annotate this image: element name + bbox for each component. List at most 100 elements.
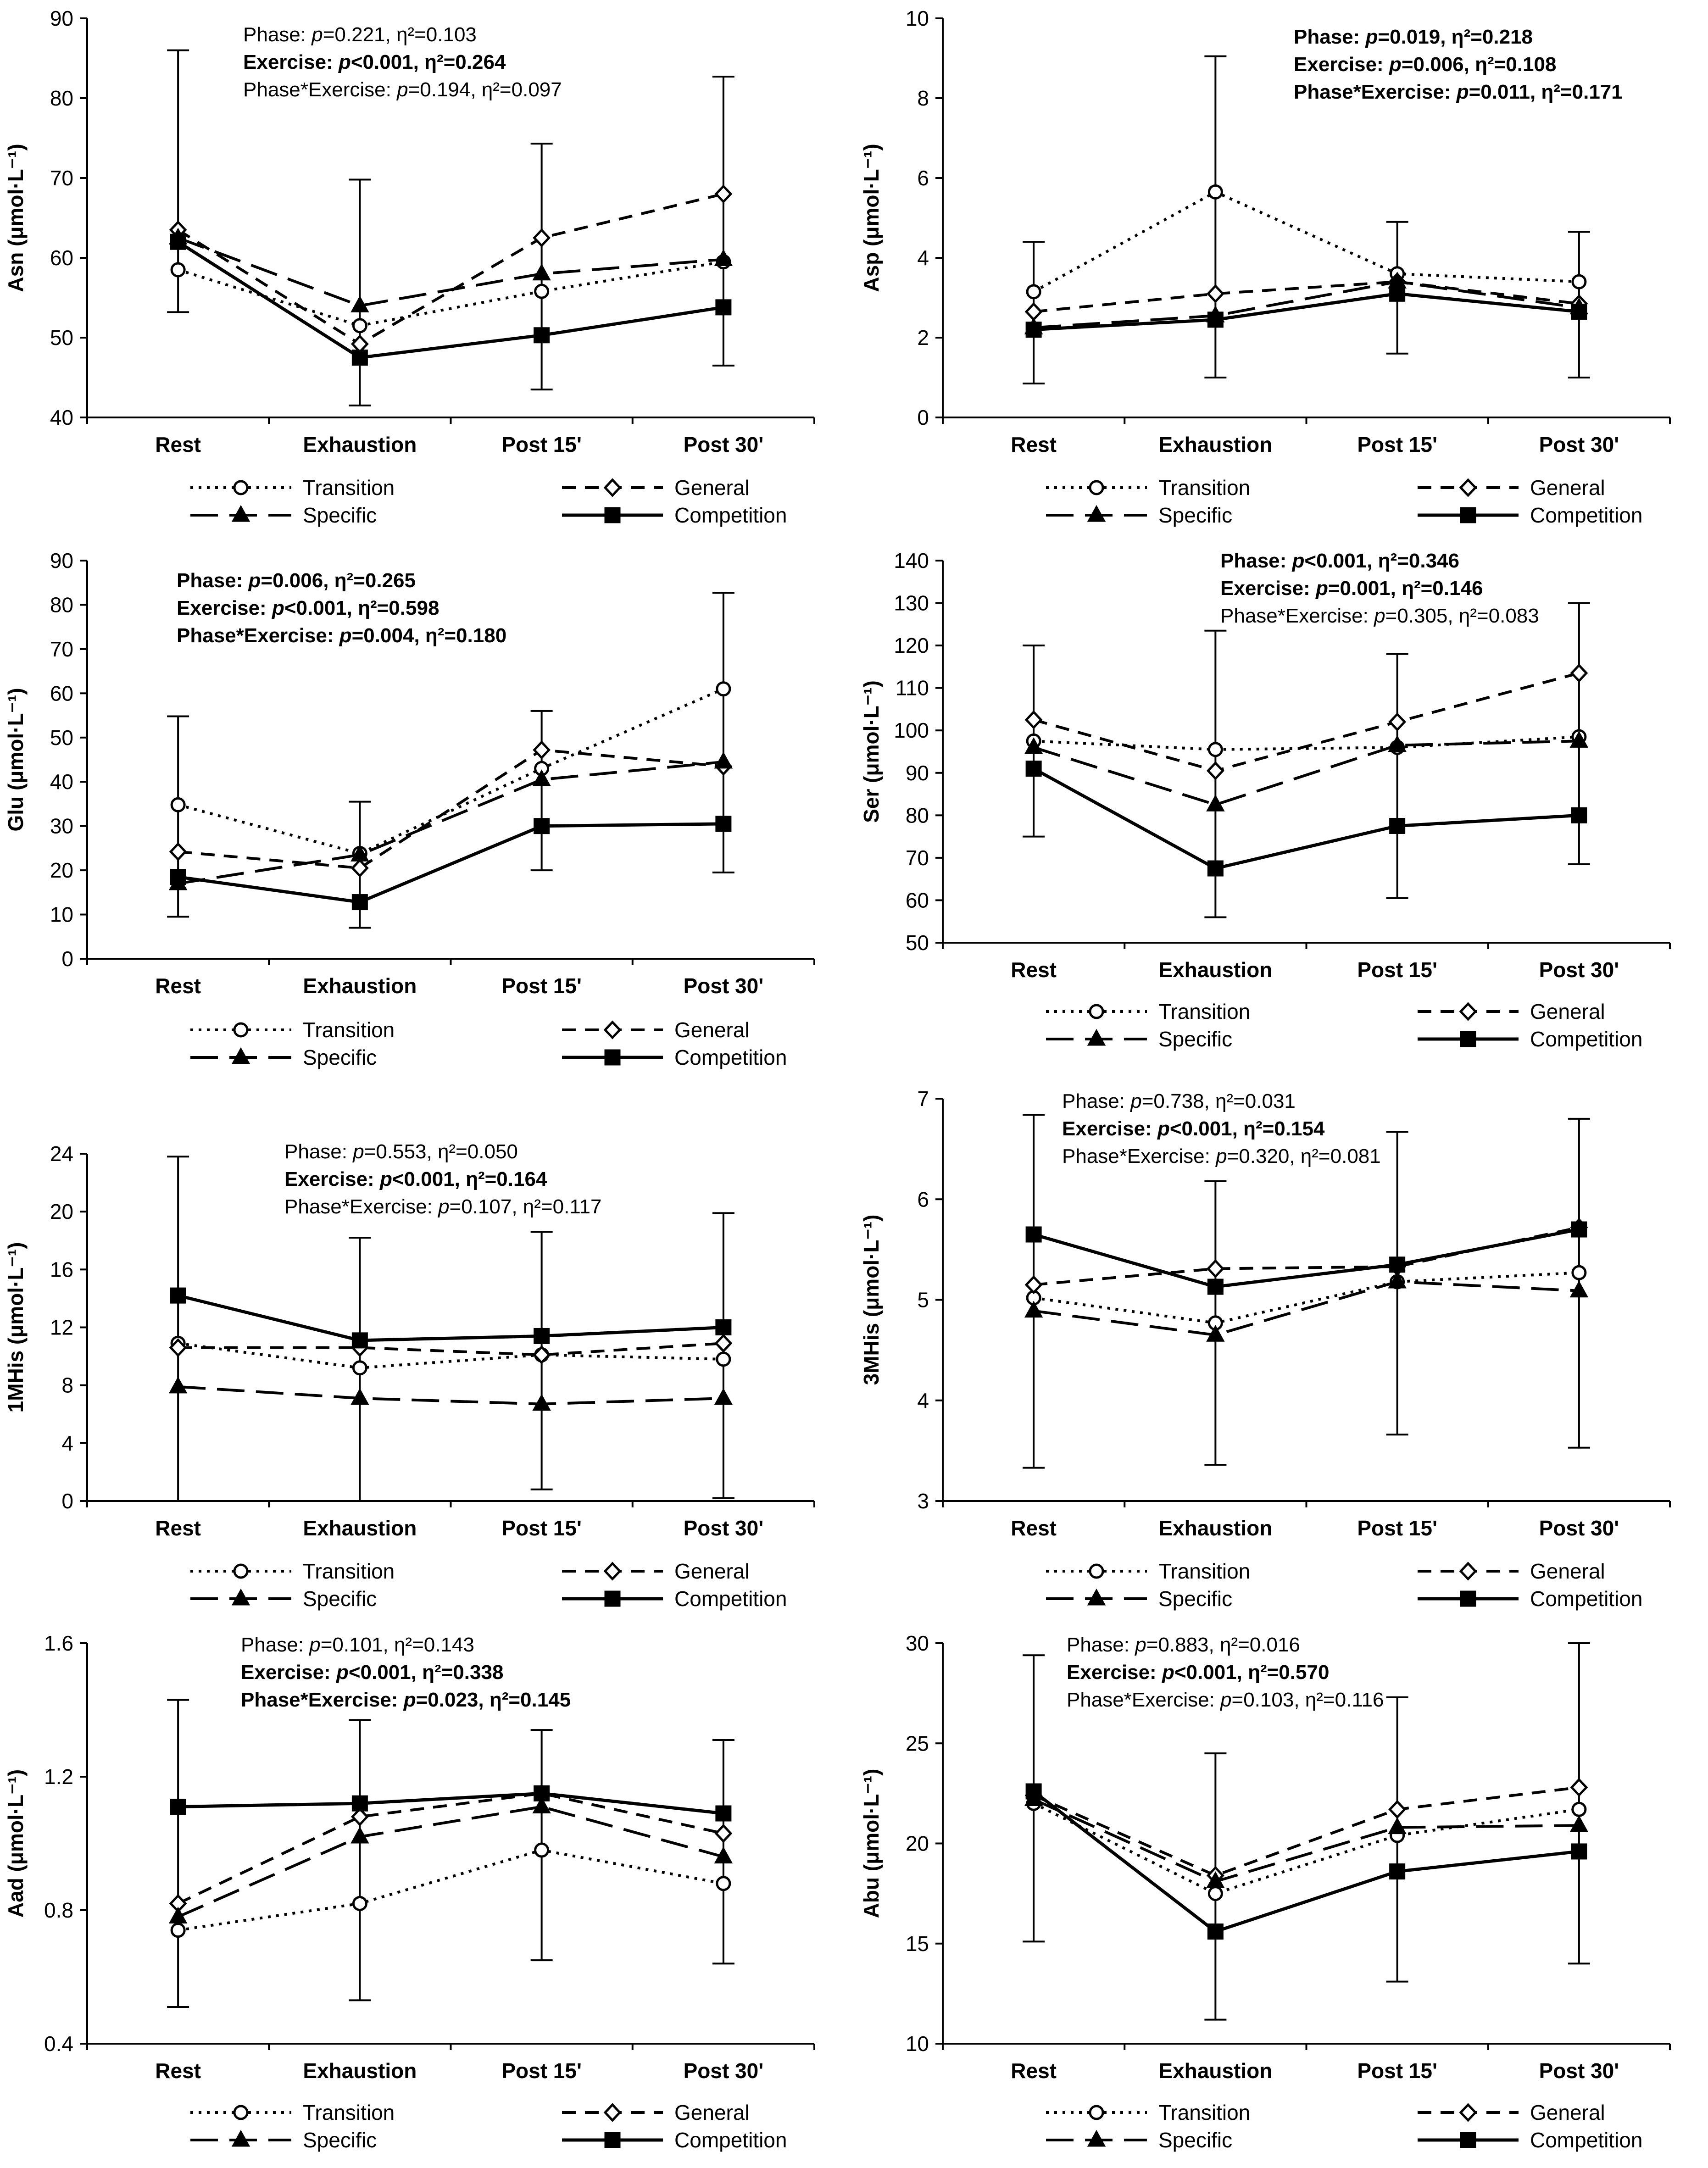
series-line-competition [178, 1294, 724, 1342]
stat-annotation: Exercise: p<0.001, η²=0.154 [1062, 1117, 1325, 1140]
data-point-competition [715, 816, 732, 832]
stat-annotation: Phase*Exercise: p=0.103, η²=0.116 [1067, 1689, 1384, 1711]
legend-label: General [1530, 2101, 1605, 2124]
data-point-competition [1025, 1783, 1042, 1800]
stat-label: Phase: [241, 1634, 309, 1656]
stat-values: <0.001, η²=0.154 [1170, 1117, 1325, 1140]
legend-label: Transition [303, 476, 395, 500]
x-tick-label: Post 30' [1539, 2059, 1619, 2083]
stat-values: =0.004, η²=0.180 [352, 624, 507, 647]
data-point-transition [1571, 1801, 1587, 1817]
legend-label: Specific [303, 2128, 377, 2152]
stat-p-symbol: p [403, 1689, 416, 1711]
data-point-competition [534, 327, 550, 344]
y-tick-label: 15 [906, 1932, 929, 1956]
stat-p-symbol: p [1219, 1689, 1231, 1711]
x-tick-label: Post 30' [1539, 433, 1619, 456]
stat-values: <0.001, η²=0.598 [284, 597, 440, 619]
data-point-specific [351, 845, 369, 862]
x-tick-label: Rest [155, 1516, 201, 1540]
y-tick-label: 10 [906, 6, 929, 30]
series-line-specific [1033, 739, 1579, 806]
x-tick-label: Post 30' [684, 1516, 764, 1540]
y-tick-label: 90 [50, 549, 73, 573]
stat-values: =0.305, η²=0.083 [1385, 605, 1539, 627]
stat-label: Exercise: [1062, 1117, 1157, 1140]
stat-label: Exercise: [1294, 53, 1389, 76]
y-axis-label: Asp (μmol·L⁻¹) [859, 144, 883, 292]
y-tick-label: 40 [50, 406, 73, 429]
legend-label: Specific [303, 1587, 377, 1611]
legend-marker-specific [1087, 505, 1106, 522]
data-point-specific [1388, 1817, 1407, 1834]
legend-label: Competition [1530, 1027, 1642, 1051]
data-point-competition [170, 1798, 186, 1815]
data-point-specific [351, 1826, 369, 1844]
data-point-transition [352, 318, 367, 334]
y-tick-label: 1.6 [44, 1631, 73, 1655]
data-point-competition [1571, 303, 1587, 320]
data-point-competition [351, 350, 368, 366]
legend-label: Transition [1158, 1559, 1250, 1583]
data-point-competition [351, 1795, 368, 1812]
legend-label: Competition [1530, 503, 1642, 527]
data-point-specific [1024, 737, 1043, 754]
series-line-specific [177, 1805, 724, 1918]
legend-label: General [674, 1559, 750, 1583]
series-line-specific [1033, 1798, 1579, 1883]
stat-values: =0.194, η²=0.097 [408, 78, 562, 101]
data-point-specific [714, 1846, 733, 1864]
data-point-transition [352, 1896, 367, 1911]
legend-marker-transition [1089, 1004, 1104, 1019]
x-tick-label: Exhaustion [303, 2059, 417, 2083]
y-tick-label: 20 [50, 1200, 73, 1223]
stat-p-symbol: p [1456, 81, 1469, 103]
data-point-transition [1207, 184, 1223, 200]
y-tick-label: 30 [50, 814, 73, 838]
stat-p-symbol: p [1129, 1090, 1141, 1112]
stat-p-symbol: p [352, 1140, 364, 1163]
data-point-transition [534, 284, 550, 299]
stat-label: Phase: [1294, 26, 1366, 48]
data-point-competition [170, 233, 186, 250]
data-point-general [1024, 710, 1043, 729]
y-tick-label: 1.2 [44, 1765, 73, 1789]
legend-marker-transition [233, 480, 249, 495]
series-line-transition [178, 260, 724, 327]
stat-label: Exercise: [1067, 1661, 1162, 1684]
stat-values: =0.006, η²=0.265 [261, 569, 416, 592]
x-tick-label: Exhaustion [1158, 433, 1272, 456]
x-tick-label: Exhaustion [303, 433, 417, 456]
series-line-competition [178, 1791, 724, 1815]
series-line-transition [1033, 1271, 1580, 1324]
chart-panel-asp: 0 2 4 6 8 10 Rest Exhaustion Post 15' Post 30' Asp… [859, 6, 1671, 527]
stat-p-symbol: p [1162, 1661, 1174, 1684]
data-point-transition [534, 1842, 550, 1858]
data-point-specific [168, 1376, 188, 1394]
legend-marker-competition [604, 507, 621, 523]
y-tick-label: 20 [50, 858, 73, 882]
x-tick-label: Rest [1011, 1516, 1057, 1540]
series-line-transition [178, 1848, 724, 1932]
data-point-general [1206, 761, 1224, 780]
stat-label: Exercise: [1220, 577, 1316, 600]
legend-label: Competition [674, 1045, 787, 1069]
data-point-specific [168, 1907, 188, 1924]
legend-label: Specific [1158, 1027, 1232, 1051]
legend-label: Specific [303, 503, 377, 527]
stat-annotation: Exercise: p=0.006, η²=0.108 [1294, 53, 1556, 76]
data-point-general [714, 1334, 733, 1353]
stat-label: Phase: [177, 569, 249, 592]
data-point-transition [170, 262, 186, 278]
y-tick-label: 110 [896, 676, 929, 700]
legend-label: Competition [674, 503, 787, 527]
y-axis-label: Glu (μmol·L⁻¹) [4, 688, 28, 831]
stat-label: Exercise: [243, 51, 339, 73]
series-line-general [178, 1342, 724, 1356]
y-tick-label: 60 [50, 681, 73, 705]
data-point-specific [351, 1388, 369, 1405]
data-point-competition [1025, 1226, 1042, 1243]
y-axis-label: Aad (μmol·L⁻¹) [4, 1769, 28, 1918]
data-point-competition [170, 869, 186, 885]
x-tick-label: Post 30' [1539, 1516, 1619, 1540]
